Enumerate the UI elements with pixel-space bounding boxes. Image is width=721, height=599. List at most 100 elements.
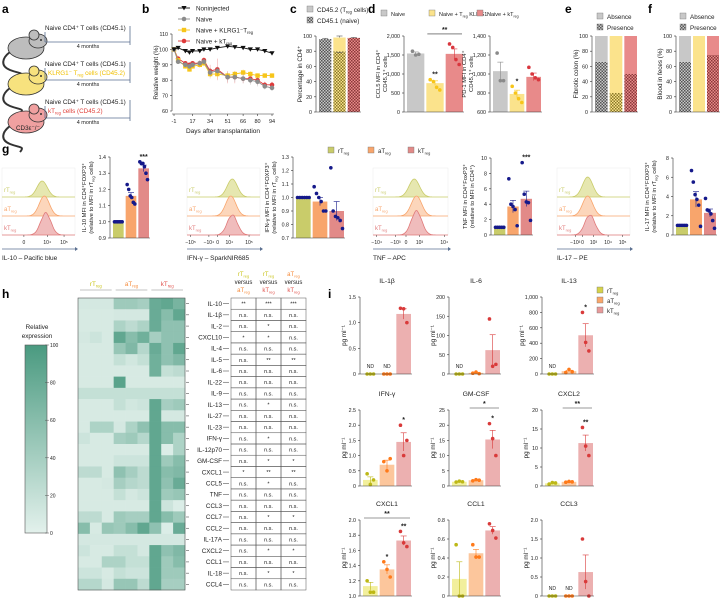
colorbar-tick-label: 60 xyxy=(50,418,56,424)
bar-segment-patterned xyxy=(347,37,360,112)
x-tick-label: 10⁴ xyxy=(225,240,233,246)
significance-cell: n.s. xyxy=(289,391,298,397)
data-point xyxy=(388,456,393,461)
significance-cell: n.s. xyxy=(239,493,248,499)
heatmap-cell xyxy=(78,578,91,591)
y-tick-label: 10 xyxy=(481,156,487,162)
colorbar-tick-label: 80 xyxy=(50,381,56,387)
data-point xyxy=(336,215,340,220)
significance-label: * xyxy=(516,78,519,85)
heatmap-cell xyxy=(89,522,103,535)
data-point xyxy=(247,47,253,52)
bar xyxy=(704,212,716,235)
heatmap-cell xyxy=(149,522,162,535)
x-tick-label: 17 xyxy=(190,119,196,125)
not-detected-label: ND xyxy=(456,364,464,370)
bar-segment-plain xyxy=(333,37,346,52)
bar-group-2 xyxy=(561,367,577,375)
data-point xyxy=(125,182,129,187)
heatmap-cell xyxy=(89,387,103,400)
heatmap-cell xyxy=(113,399,126,411)
legend-swatch xyxy=(596,286,604,294)
bar-chart: 0 5 10 15 20 pg ml⁻¹ ** ** CXCL2 xyxy=(523,391,594,490)
significance-cell: ** xyxy=(291,358,296,364)
data-point xyxy=(691,180,696,184)
bar-group-3: *** xyxy=(138,154,150,238)
heatmap-cell xyxy=(137,309,150,321)
heatmap-cell xyxy=(173,387,186,400)
x-axis-label: IL-10 – Pacific blue xyxy=(2,255,58,262)
y-tick-label: 0 xyxy=(442,372,445,378)
data-point xyxy=(580,310,585,315)
y-tick-label: 15 xyxy=(532,427,538,433)
data-point xyxy=(431,79,436,84)
population-label: aTreg​ xyxy=(4,207,17,214)
heatmap-row-label: IL-12p70 xyxy=(197,447,222,454)
data-point xyxy=(434,85,439,90)
significance-cell: * xyxy=(292,459,295,465)
bar-segment-patterned xyxy=(319,39,332,112)
heatmap-cell xyxy=(101,432,114,445)
population-label: kTreg​ xyxy=(559,226,571,233)
data-point xyxy=(175,45,181,51)
x-tick-label: -1 xyxy=(172,119,177,125)
data-point xyxy=(547,482,551,486)
heatmap-cell xyxy=(173,556,186,568)
data-point xyxy=(371,590,376,594)
heatmap-cell xyxy=(89,309,103,321)
y-axis-label: pg ml⁻¹ xyxy=(523,548,530,569)
heatmap-cell xyxy=(149,488,162,501)
data-point xyxy=(494,453,498,458)
bar-chart: 1.01.21.41.61.82.0pg ml⁻¹ *****CXCL1 xyxy=(341,501,412,599)
significance-cell: n.s. xyxy=(239,582,248,588)
y-tick-label: 0 xyxy=(397,110,400,116)
panel-letters: a b c d e f g h i xyxy=(2,2,653,301)
bar-group-1 xyxy=(112,220,124,238)
heatmap-cell xyxy=(149,556,162,568)
data-point xyxy=(698,224,703,229)
data-point xyxy=(509,202,513,206)
heatmap-cell xyxy=(161,365,174,377)
heatmap-cell xyxy=(101,320,114,332)
y-tick-label: 0.5 xyxy=(531,575,538,581)
y-tick-label: 1.6 xyxy=(349,548,356,554)
significance-cell: * xyxy=(267,403,270,409)
chart-title: IL-6 xyxy=(470,278,482,285)
data-point xyxy=(262,48,268,54)
data-point xyxy=(317,195,321,200)
significance-cell: * xyxy=(267,459,270,465)
bar-chart: 0 50 100 150 200 pg ml⁻¹ ND IL-6 xyxy=(430,278,501,378)
y-tick-label: 0 xyxy=(353,372,356,378)
significance-cell: n.s. xyxy=(264,391,273,397)
heatmap-cell xyxy=(78,477,91,490)
legend-label: kTreg​ xyxy=(607,309,619,316)
data-point xyxy=(487,317,492,321)
y-tick-label: 20 xyxy=(439,423,445,429)
heatmap-cell xyxy=(137,444,150,456)
x-tick-label: 10⁴ xyxy=(43,240,51,246)
heatmap-row-label: IL-2 xyxy=(211,323,222,330)
heatmap-cell xyxy=(101,354,114,366)
data-point xyxy=(240,76,246,81)
chart-title: IL-13 xyxy=(561,278,577,285)
heatmap-cell xyxy=(113,320,126,332)
heatmap-row-label: CXCL1 xyxy=(202,469,223,476)
significance-cell: n.s. xyxy=(239,324,248,330)
stacked-bar-1 xyxy=(595,36,608,112)
bar xyxy=(561,371,577,374)
histogram-curve xyxy=(373,178,448,198)
y-tick-label: 2,000 xyxy=(387,34,400,40)
transferred-treg-label: kTreg​ cells (CD45.2) xyxy=(48,108,103,116)
heatmap-cell xyxy=(125,511,138,523)
heatmap-cell xyxy=(161,342,174,355)
data-point xyxy=(471,542,475,547)
y-axis-label: pg ml⁻¹ xyxy=(430,325,437,346)
heatmap-cell xyxy=(125,455,138,467)
y-tick-label: 1.0 xyxy=(282,196,289,202)
heatmap-cell xyxy=(125,477,138,490)
x-tick-label: −10³ xyxy=(390,240,400,246)
bar-group-1 xyxy=(493,225,506,235)
heatmap-cell xyxy=(89,399,103,411)
histogram-curve xyxy=(187,178,260,198)
heatmap-cell xyxy=(113,500,126,512)
